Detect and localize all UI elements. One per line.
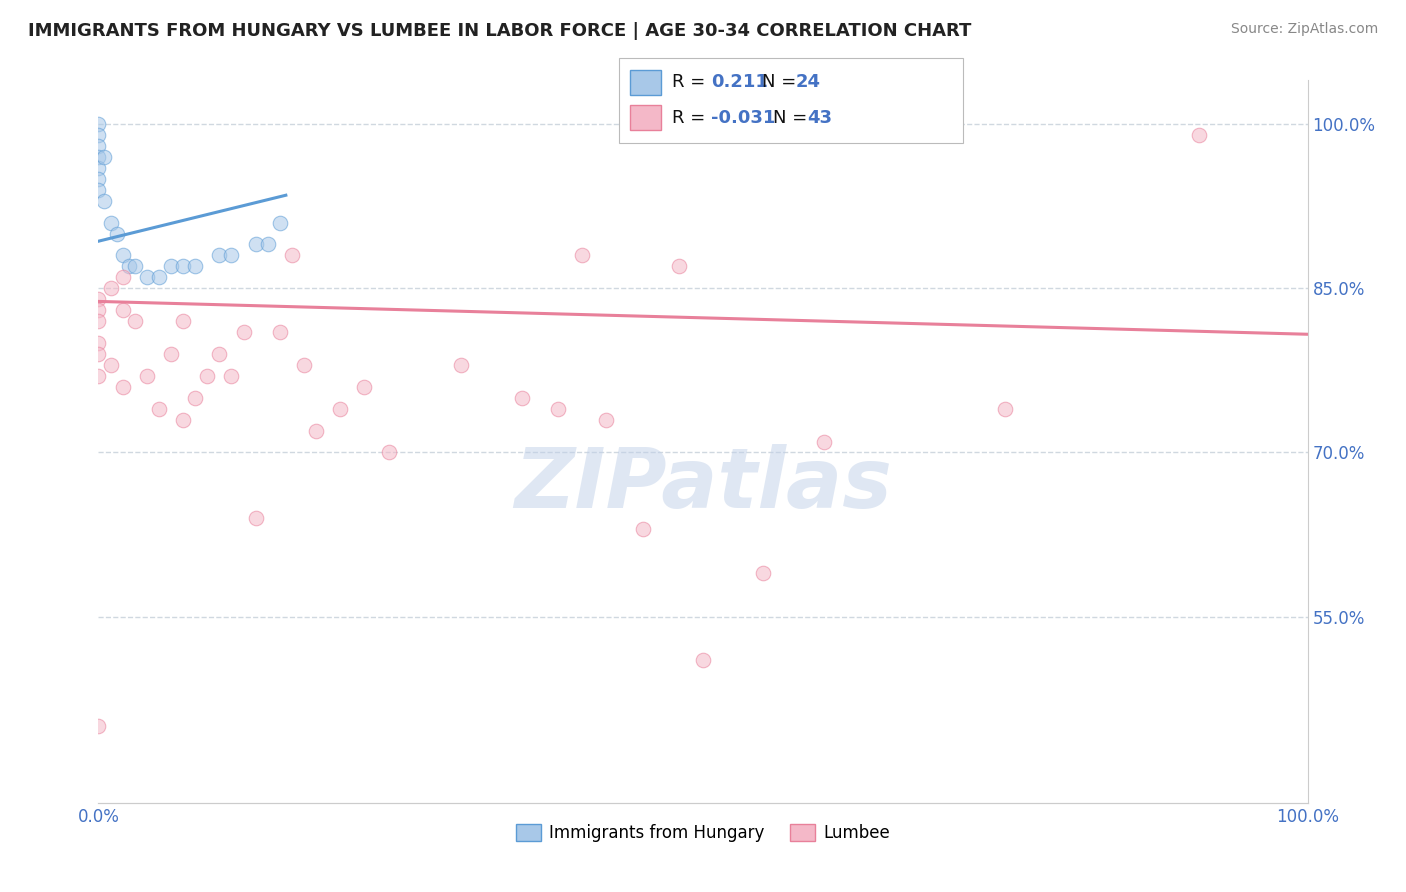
Point bbox=[208, 347, 231, 361]
Point bbox=[329, 401, 352, 416]
Point bbox=[281, 248, 304, 262]
Point bbox=[172, 314, 194, 328]
Point bbox=[450, 358, 472, 372]
Text: R =: R = bbox=[672, 109, 711, 127]
Point bbox=[118, 260, 141, 274]
Point bbox=[994, 401, 1017, 416]
Point bbox=[631, 522, 654, 536]
Point bbox=[221, 368, 243, 383]
Point bbox=[148, 270, 170, 285]
Text: 24: 24 bbox=[796, 73, 821, 91]
Point bbox=[184, 391, 207, 405]
Point bbox=[87, 139, 110, 153]
Point bbox=[256, 237, 278, 252]
Legend: Immigrants from Hungary, Lumbee: Immigrants from Hungary, Lumbee bbox=[509, 817, 897, 848]
Point bbox=[87, 292, 110, 306]
Point bbox=[245, 511, 267, 525]
Point bbox=[305, 424, 328, 438]
Point bbox=[87, 128, 110, 142]
Point bbox=[510, 391, 533, 405]
Point bbox=[195, 368, 218, 383]
Point bbox=[124, 314, 146, 328]
Point bbox=[100, 216, 122, 230]
Point bbox=[377, 445, 399, 459]
Text: IMMIGRANTS FROM HUNGARY VS LUMBEE IN LABOR FORCE | AGE 30-34 CORRELATION CHART: IMMIGRANTS FROM HUNGARY VS LUMBEE IN LAB… bbox=[28, 22, 972, 40]
Point bbox=[87, 303, 110, 318]
Point bbox=[148, 401, 170, 416]
Point bbox=[245, 237, 267, 252]
Point bbox=[752, 566, 775, 580]
Text: N =: N = bbox=[773, 109, 813, 127]
Text: 0.211: 0.211 bbox=[711, 73, 768, 91]
Point bbox=[221, 248, 243, 262]
Point bbox=[111, 303, 134, 318]
Point bbox=[571, 248, 593, 262]
Point bbox=[87, 150, 110, 164]
Point bbox=[111, 380, 134, 394]
Point bbox=[87, 347, 110, 361]
Point bbox=[111, 270, 134, 285]
Point bbox=[105, 227, 128, 241]
Point bbox=[353, 380, 375, 394]
Text: N =: N = bbox=[762, 73, 801, 91]
Point bbox=[813, 434, 835, 449]
Point bbox=[269, 216, 291, 230]
Point bbox=[208, 248, 231, 262]
Point bbox=[87, 336, 110, 351]
Point bbox=[87, 719, 110, 733]
Point bbox=[93, 150, 115, 164]
Point bbox=[100, 281, 122, 295]
Point bbox=[135, 270, 157, 285]
Text: 43: 43 bbox=[807, 109, 832, 127]
Point bbox=[87, 314, 110, 328]
Point bbox=[232, 325, 254, 339]
Point bbox=[692, 653, 714, 667]
Text: ZIPatlas: ZIPatlas bbox=[515, 444, 891, 525]
Point bbox=[87, 368, 110, 383]
Point bbox=[172, 412, 194, 426]
Point bbox=[87, 117, 110, 131]
Point bbox=[160, 347, 183, 361]
Point bbox=[100, 358, 122, 372]
Point bbox=[547, 401, 569, 416]
Point bbox=[87, 171, 110, 186]
Point bbox=[111, 248, 134, 262]
Point bbox=[160, 260, 183, 274]
Point bbox=[135, 368, 157, 383]
Point bbox=[87, 161, 110, 175]
Point bbox=[93, 194, 115, 208]
Point bbox=[1188, 128, 1211, 142]
Text: -0.031: -0.031 bbox=[711, 109, 776, 127]
Point bbox=[172, 260, 194, 274]
Point bbox=[87, 183, 110, 197]
Point bbox=[668, 260, 690, 274]
Point bbox=[292, 358, 315, 372]
Point bbox=[124, 260, 146, 274]
Point bbox=[595, 412, 617, 426]
Text: Source: ZipAtlas.com: Source: ZipAtlas.com bbox=[1230, 22, 1378, 37]
Text: R =: R = bbox=[672, 73, 711, 91]
Point bbox=[269, 325, 291, 339]
Point bbox=[184, 260, 207, 274]
